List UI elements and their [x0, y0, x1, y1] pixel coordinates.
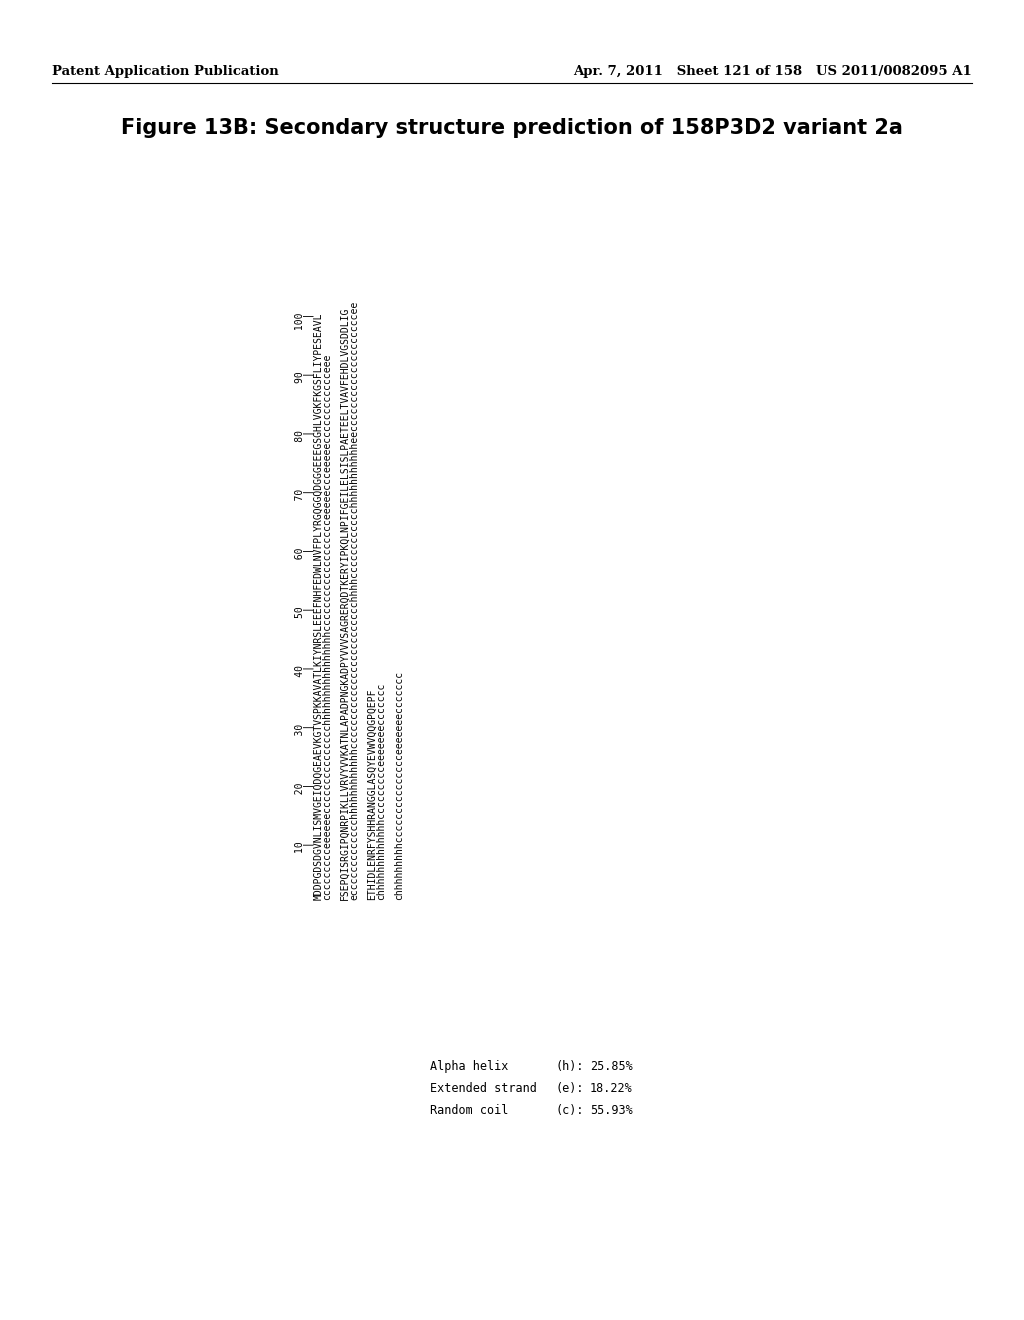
Text: Extended strand: Extended strand	[430, 1082, 537, 1096]
Text: Figure 13B: Secondary structure prediction of 158P3D2 variant 2a: Figure 13B: Secondary structure predicti…	[121, 117, 903, 139]
Text: Apr. 7, 2011   Sheet 121 of 158   US 2011/0082095 A1: Apr. 7, 2011 Sheet 121 of 158 US 2011/00…	[573, 65, 972, 78]
Text: ccccccccceeeeeeccccccccccccccchhhhhhhhhhhhhhhhccccccccccccccccccceeeeeccceeeeecc: ccccccccceeeeeeccccccccccccccchhhhhhhhhh…	[322, 354, 332, 900]
Text: 18.22%: 18.22%	[590, 1082, 633, 1096]
Text: (c):: (c):	[555, 1104, 584, 1117]
Text: MDDPGDSDGVNLISMVGEIQDQGEAEVKGTVSPKKAVATLKIYNRSLEEEFNHFEDWLNVFPLYRGQGGQDGGGEEEGSG: MDDPGDSDGVNLISMVGEIQDQGEAEVKGTVSPKKAVATL…	[313, 313, 323, 900]
Text: 55.93%: 55.93%	[590, 1104, 633, 1117]
Text: chhhhhhhhhhhhhccccccccceeeeeeeccccccc: chhhhhhhhhhhhhccccccccceeeeeeeccccccc	[376, 682, 386, 900]
Text: (h):: (h):	[555, 1060, 584, 1073]
Text: 25.85%: 25.85%	[590, 1060, 633, 1073]
Text: (e):: (e):	[555, 1082, 584, 1096]
Text: FSEPQISRGIPQNRPIKLLVRVYVVKATNLAPADPNGKADPYVVVSAGRERQDTKERYIPKQLNPIFGEILELSISLPAE: FSEPQISRGIPQNRPIKLLVRVYVVKATNLAPADPNGKAD…	[340, 306, 350, 900]
Text: 10        20        30        40        50        60        70        80        : 10 20 30 40 50 60 70 80	[295, 313, 305, 900]
Text: chhhhhhhhhccccccccccccccceeeeeeeccccccc: chhhhhhhhhccccccccccccccceeeeeeeccccccc	[394, 671, 404, 900]
Text: eccccccccccccchhhhhhhhhhhhccccccccccccccccccccccccchhhhcccccccccccchhhhhhhhhhhee: eccccccccccccchhhhhhhhhhhhcccccccccccccc…	[349, 301, 359, 900]
Text: Alpha helix: Alpha helix	[430, 1060, 537, 1073]
Text: |         |         |         |         |         |         |         |         : | | | | | | | |	[303, 313, 314, 900]
Text: Random coil: Random coil	[430, 1104, 537, 1117]
Text: ETHIDLENRFYSHHRANGGLASQYEVWVQQGPQEPF: ETHIDLENRFYSHHRANGGLASQYEVWVQQGPQEPF	[367, 689, 377, 900]
Text: Patent Application Publication: Patent Application Publication	[52, 65, 279, 78]
